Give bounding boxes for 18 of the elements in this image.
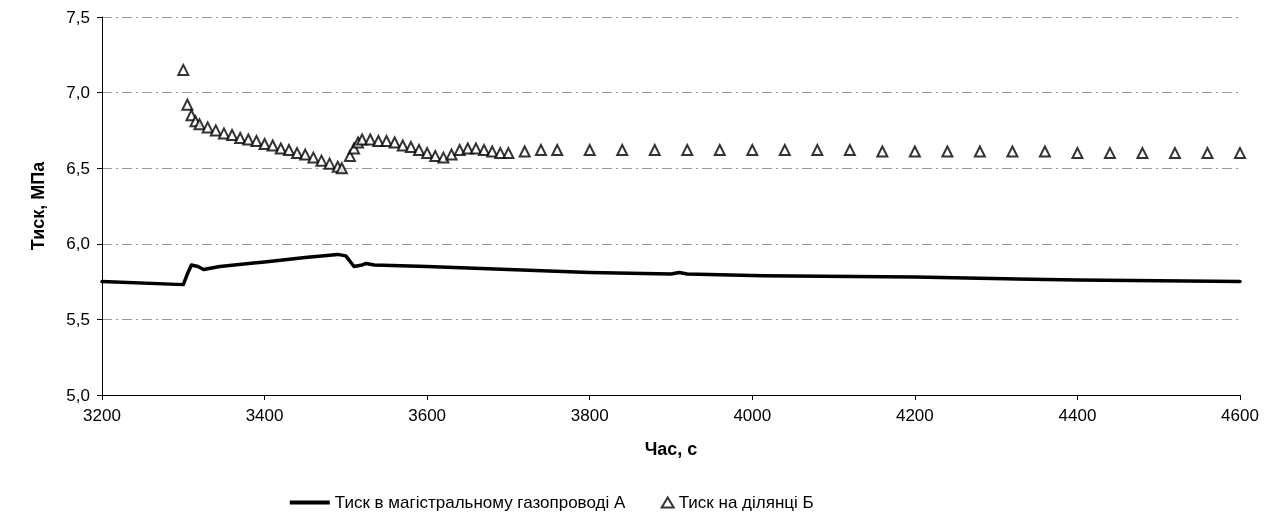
- legend-label: Тиск в магістральному газопроводі А: [334, 493, 626, 512]
- y-tick-label: 5,5: [66, 309, 90, 329]
- x-axis-title: Час, с: [644, 439, 698, 459]
- y-axis-title: Тиск, МПа: [28, 160, 48, 251]
- x-tick-label: 4000: [733, 406, 772, 425]
- y-tick-label: 7,5: [66, 7, 90, 27]
- y-tick-label: 5,0: [66, 385, 90, 405]
- x-tick-label: 3600: [408, 406, 447, 425]
- y-tick-label: 6,5: [66, 158, 90, 178]
- x-tick-label: 3800: [570, 406, 609, 425]
- x-tick-label: 3400: [245, 406, 284, 425]
- x-tick-label: 4400: [1058, 406, 1097, 425]
- x-tick-label: 4200: [895, 406, 934, 425]
- x-tick-label: 4600: [1221, 406, 1259, 425]
- legend-label: Тиск на ділянці Б: [678, 493, 814, 512]
- x-tick-label: 3200: [83, 406, 121, 425]
- y-tick-label: 6,0: [66, 234, 90, 254]
- y-tick-label: 7,0: [66, 83, 90, 103]
